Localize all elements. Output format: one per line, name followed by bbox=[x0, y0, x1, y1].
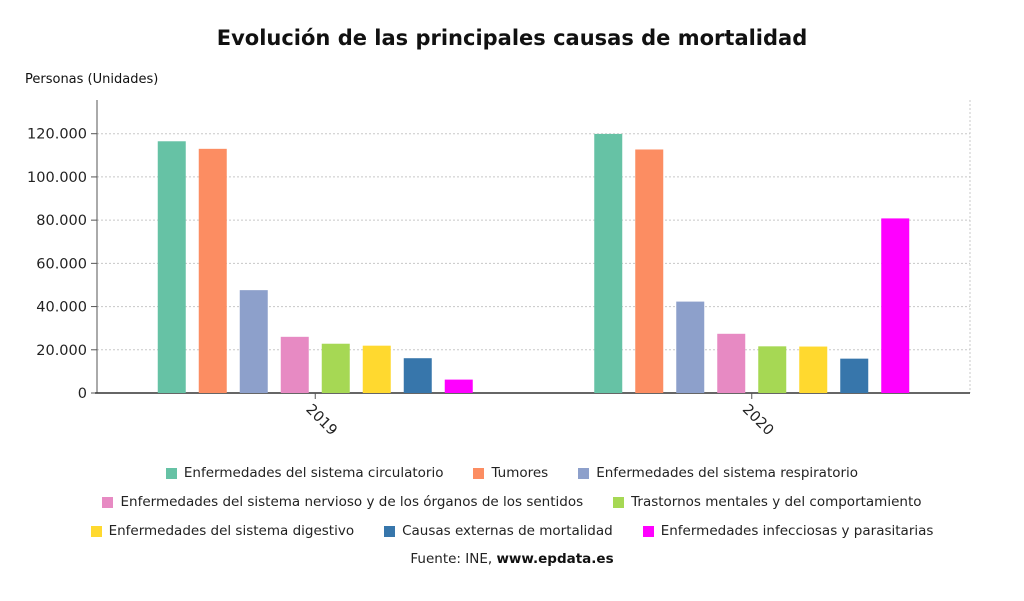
legend-label: Enfermedades del sistema nervioso y de l… bbox=[120, 494, 584, 510]
legend-swatch bbox=[473, 467, 485, 479]
legend-row: Enfermedades del sistema circulatorio Tum… bbox=[0, 465, 1024, 481]
legend-item[interactable]: Trastornos mentales y del comportamiento bbox=[613, 494, 922, 510]
legend-item[interactable]: Enfermedades del sistema digestivo bbox=[90, 523, 355, 539]
y-tick-label: 60.000 bbox=[36, 256, 87, 272]
bar bbox=[717, 333, 746, 393]
legend-swatch bbox=[578, 467, 590, 479]
chart-title: Evolución de las principales causas de m… bbox=[216, 26, 808, 50]
legend-label: Causas externas de mortalidad bbox=[402, 523, 613, 539]
legend-label: Trastornos mentales y del comportamiento bbox=[631, 494, 922, 510]
y-axis-label: Personas (Unidades) bbox=[25, 72, 159, 87]
bar bbox=[444, 379, 473, 393]
legend-swatch bbox=[642, 525, 654, 537]
legend-row: Enfermedades del sistema nervioso y de l… bbox=[0, 494, 1024, 510]
bar bbox=[280, 336, 309, 393]
y-tick-label: 0 bbox=[78, 386, 87, 402]
legend-label: Enfermedades del sistema circulatorio bbox=[183, 465, 444, 481]
bar bbox=[403, 358, 432, 393]
legend-label: Enfermedades infecciosas y parasitarias bbox=[660, 523, 934, 539]
x-tick-label: 2019 bbox=[302, 402, 339, 439]
legend-swatch bbox=[102, 496, 114, 508]
bar bbox=[157, 141, 186, 393]
bar bbox=[594, 133, 623, 393]
y-tick-label: 20.000 bbox=[36, 343, 87, 359]
bar bbox=[840, 358, 869, 393]
x-tick-label: 2020 bbox=[739, 402, 776, 439]
legend-swatch bbox=[613, 496, 625, 508]
legend-row: Enfermedades del sistema digestivo Causas… bbox=[0, 523, 1024, 539]
source-link[interactable]: www.epdata.es bbox=[496, 551, 614, 567]
bar bbox=[321, 343, 350, 393]
legend-item[interactable]: Enfermedades del sistema nervioso y de l… bbox=[102, 494, 583, 510]
bar bbox=[239, 290, 268, 393]
source-note: Fuente: INE, www.epdata.es bbox=[0, 551, 1024, 567]
legend-label: Enfermedades del sistema digestivo bbox=[108, 523, 355, 539]
legend-swatch bbox=[90, 525, 102, 537]
legend-item[interactable]: Causas externas de mortalidad bbox=[384, 523, 613, 539]
legend-label: Enfermedades del sistema respiratorio bbox=[596, 465, 859, 481]
legend-swatch bbox=[165, 467, 177, 479]
legend-swatch bbox=[384, 525, 396, 537]
source-prefix: Fuente: INE, bbox=[410, 551, 497, 567]
legend-item[interactable]: Enfermedades del sistema circulatorio bbox=[165, 465, 444, 481]
chart-plot: 0 20.000 40.000 60.000 80.000 100.000 120.000 2… bbox=[27, 100, 971, 439]
bar bbox=[881, 218, 910, 393]
bar bbox=[198, 148, 227, 393]
legend-item[interactable]: Enfermedades del sistema respiratorio bbox=[578, 465, 858, 481]
bar bbox=[362, 345, 391, 393]
legend-label: Tumores bbox=[491, 465, 549, 481]
legend-item[interactable]: Enfermedades infecciosas y parasitarias bbox=[642, 523, 934, 539]
y-tick-label: 80.000 bbox=[36, 213, 87, 229]
y-tick-label: 120.000 bbox=[27, 127, 87, 143]
bar bbox=[799, 346, 828, 393]
bar bbox=[635, 149, 664, 393]
y-tick-label: 40.000 bbox=[36, 300, 87, 316]
bar bbox=[758, 346, 787, 393]
bar bbox=[676, 301, 705, 393]
legend-item[interactable]: Tumores bbox=[473, 465, 548, 481]
y-tick-label: 100.000 bbox=[27, 170, 87, 186]
